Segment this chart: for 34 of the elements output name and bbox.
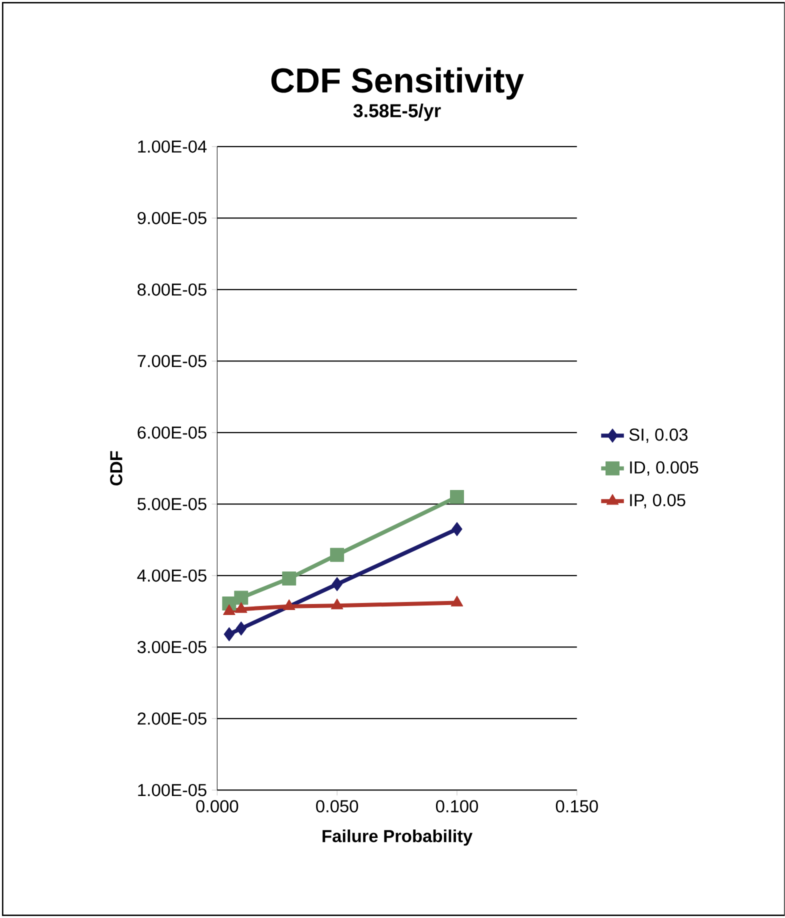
- point: [282, 571, 296, 586]
- point: [235, 602, 248, 613]
- y-tick-label: 1.00E-05: [138, 784, 207, 796]
- legend-label: SI, 0.03: [629, 428, 688, 443]
- point: [223, 604, 236, 616]
- x-tick-label: 0.100: [436, 800, 478, 812]
- y-tick-label: 8.00E-05: [138, 283, 207, 296]
- chart-title: CDF Sensitivity: [272, 67, 524, 100]
- y-tick-label: 2.00E-05: [138, 712, 207, 725]
- point: [224, 627, 235, 642]
- legend-label: ID, 0.005: [630, 461, 698, 476]
- legend-label: IP, 0.05: [630, 494, 686, 508]
- y-tick-label: 6.00E-05: [138, 426, 207, 439]
- point: [330, 548, 344, 562]
- point: [452, 522, 462, 536]
- y-tick-label: 9.00E-05: [138, 212, 207, 224]
- x-tick-label: 0.050: [316, 800, 358, 812]
- y-tick-label: 3.00E-05: [138, 640, 207, 654]
- point: [332, 577, 343, 592]
- y-tick-label: 1.00E-04: [138, 140, 207, 153]
- point: [451, 596, 464, 606]
- x-axis-title: Failure Probability: [322, 830, 473, 846]
- y-tick-label: 4.00E-05: [137, 569, 207, 582]
- point: [236, 622, 247, 636]
- point: [331, 598, 344, 610]
- x-tick-label: 0.150: [556, 800, 598, 812]
- y-axis-title: CDF: [110, 451, 122, 486]
- point: [283, 599, 296, 610]
- chart-subtitle: 3.58E-5/yr: [354, 104, 441, 121]
- point: [450, 490, 464, 504]
- y-tick-label: 5.00E-05: [138, 498, 207, 510]
- y-tick-label: 7.00E-05: [138, 354, 207, 368]
- point: [234, 590, 248, 605]
- x-tick-label: 0.000: [196, 800, 238, 812]
